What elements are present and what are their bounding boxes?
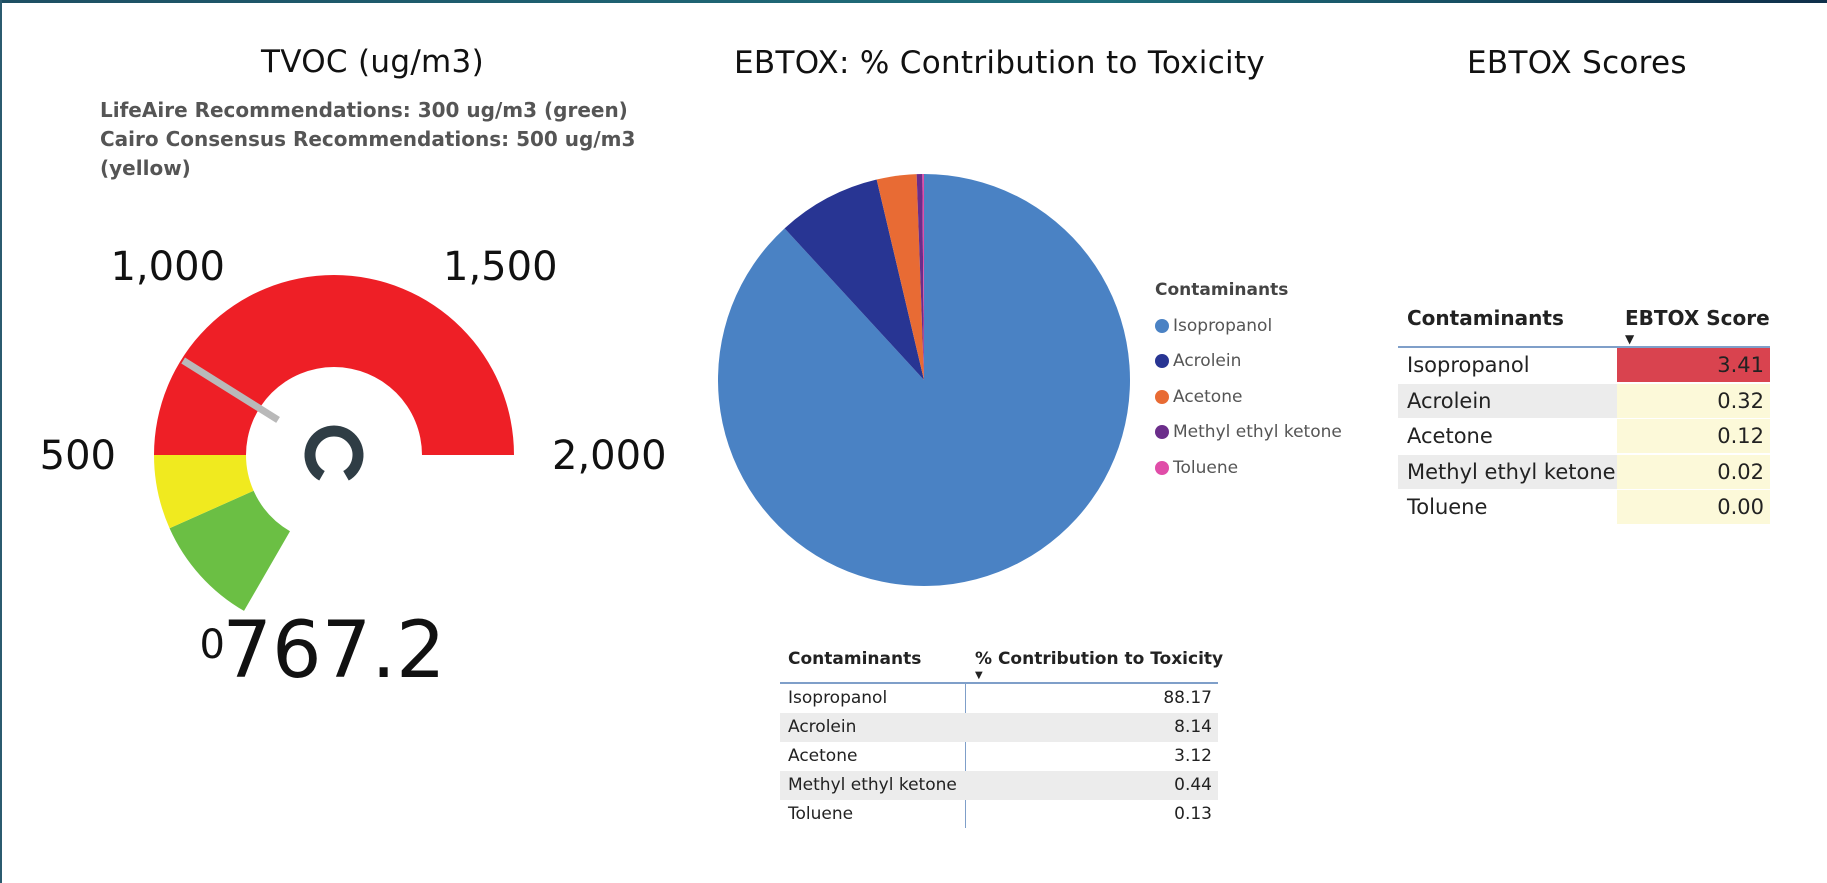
legend-marker [1155, 460, 1169, 475]
cell-value: 8.14 [1174, 717, 1212, 737]
legend-marker [1155, 318, 1169, 333]
cell-name: Toluene [1407, 495, 1488, 520]
column-header-contribution[interactable]: % Contribution to Toxicity [975, 649, 1224, 669]
pie-slice [916, 174, 924, 380]
gauge-subtitle: LifeAire Recommendations: 300 ug/m3 (gre… [100, 96, 635, 183]
cell-name: Acrolein [788, 717, 857, 737]
legend-item[interactable]: Acetone [1155, 379, 1342, 415]
column-header-contaminants[interactable]: Contaminants [1407, 306, 1564, 330]
cell-score: 0.12 [1617, 419, 1770, 454]
legend-marker [1155, 425, 1169, 440]
cell-value: 3.12 [1174, 746, 1212, 766]
cell-name: Methyl ethyl ketone [1398, 454, 1625, 489]
cell-name: Isopropanol [788, 688, 888, 708]
gauge-subtitle-line: (yellow) [100, 156, 191, 180]
cell-name: Acrolein [1398, 383, 1625, 418]
toxicity-table: Contaminants % Contribution to Toxicity … [780, 640, 1223, 829]
gauge-needle [181, 357, 280, 423]
pie-title: EBTOX: % Contribution to Toxicity [734, 45, 1266, 81]
sort-desc-icon[interactable]: ▼ [1625, 332, 1635, 346]
table-row[interactable]: Acrolein 0.32 [1398, 383, 1770, 420]
cell-score: 0.02 [1617, 454, 1770, 489]
table-row[interactable]: Isopropanol 3.41 [1398, 348, 1770, 384]
gauge-band [154, 455, 254, 529]
scores-table: Contaminants EBTOX Score ▼ Isopropanol 3… [1398, 300, 1770, 526]
table-row[interactable]: Acetone 3.12 [780, 742, 1218, 771]
cell-value: 0.13 [1174, 804, 1212, 824]
table-header: Contaminants EBTOX Score ▼ [1398, 300, 1770, 348]
gauge-band [169, 490, 290, 611]
cell-score: 0.00 [1617, 490, 1770, 525]
table-row[interactable]: Toluene 0.13 [780, 800, 1218, 829]
gauge-tick-label: 500 [40, 433, 116, 479]
cell-name: Toluene [788, 804, 854, 824]
table-row[interactable]: Acrolein 8.14 [780, 713, 1218, 742]
table-row[interactable]: Isopropanol 88.17 [780, 684, 1218, 713]
cell-name: Methyl ethyl ketone [788, 775, 957, 795]
cell-score: 0.32 [1617, 383, 1770, 418]
pie-slice [784, 179, 924, 380]
legend-item[interactable]: Toluene [1155, 450, 1342, 486]
column-divider [965, 682, 966, 828]
legend-item[interactable]: Isopropanol [1155, 308, 1342, 344]
gauge-hub [304, 425, 364, 481]
cell-score: 3.41 [1617, 348, 1770, 382]
sort-desc-icon[interactable]: ▼ [975, 670, 983, 681]
pie-slice [717, 174, 1130, 586]
legend-label: Methyl ethyl ketone [1173, 422, 1342, 443]
table-row[interactable]: Acetone 0.12 [1398, 419, 1770, 455]
top-border [0, 0, 1827, 3]
legend-item[interactable]: Acrolein [1155, 344, 1342, 380]
legend-label: Acrolein [1173, 351, 1242, 372]
gauge-title: TVOC (ug/m3) [261, 44, 484, 80]
table-header: Contaminants % Contribution to Toxicity … [780, 640, 1223, 684]
gauge-chart: 0 500 1,000 1,500 2,000 767.2 [40, 244, 667, 696]
legend-label: Isopropanol [1173, 315, 1273, 336]
legend-label: Toluene [1173, 457, 1239, 478]
pie-slice [876, 174, 924, 380]
gauge-value: 767.2 [222, 606, 445, 696]
left-border [0, 0, 2, 883]
cell-name: Acetone [788, 746, 858, 766]
cell-value: 88.17 [1163, 688, 1212, 708]
scores-title: EBTOX Scores [1467, 45, 1687, 81]
pie-slice [922, 174, 924, 380]
pie-legend: Contaminants Isopropanol Acrolein Aceton… [1155, 280, 1342, 486]
table-row[interactable]: Toluene 0.00 [1398, 490, 1770, 526]
gauge-band [154, 275, 514, 455]
gauge-tick-label: 2,000 [552, 433, 667, 479]
legend-item[interactable]: Methyl ethyl ketone [1155, 415, 1342, 451]
legend-marker [1155, 354, 1169, 369]
table-row[interactable]: Methyl ethyl ketone 0.44 [780, 771, 1218, 800]
cell-name: Isopropanol [1407, 353, 1530, 377]
column-header-score[interactable]: EBTOX Score [1625, 306, 1770, 330]
legend-title: Contaminants [1155, 280, 1289, 300]
cell-value: 0.44 [1174, 775, 1212, 795]
gauge-tick-label: 0 [200, 622, 225, 668]
legend-marker [1155, 389, 1169, 404]
column-header-contaminants[interactable]: Contaminants [788, 649, 922, 669]
gauge-subtitle-line: LifeAire Recommendations: 300 ug/m3 (gre… [100, 98, 628, 122]
gauge-tick-label: 1,500 [443, 244, 558, 290]
gauge-subtitle-line: Cairo Consensus Recommendations: 500 ug/… [100, 127, 636, 151]
cell-name: Acetone [1407, 424, 1493, 449]
legend-label: Acetone [1173, 386, 1243, 407]
table-row[interactable]: Methyl ethyl ketone 0.02 [1398, 454, 1770, 491]
gauge-tick-label: 1,000 [110, 244, 225, 290]
